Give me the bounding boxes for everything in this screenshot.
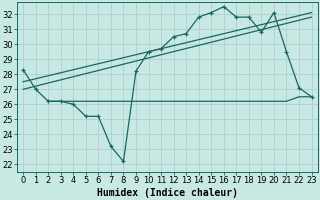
X-axis label: Humidex (Indice chaleur): Humidex (Indice chaleur) xyxy=(97,188,238,198)
